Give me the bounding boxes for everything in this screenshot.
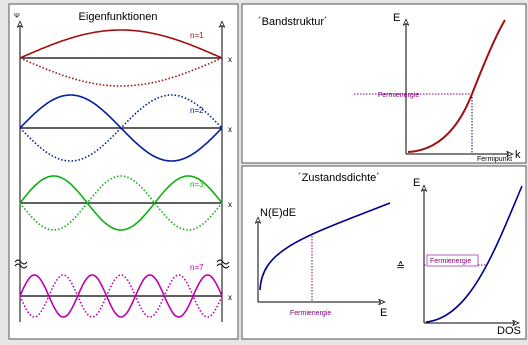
wavefunction (19, 274, 223, 318)
mode-label: n=3 (190, 180, 204, 189)
dos2-x-label: DOS (497, 325, 521, 337)
dos-title: ´Zustandsdichte´ (298, 172, 380, 184)
wavefunction (19, 175, 223, 231)
mode-label: n=1 (190, 31, 204, 40)
band-x-label: k (515, 149, 521, 161)
x-label: x (228, 55, 232, 64)
wavefunction (19, 274, 223, 318)
mode-label: n=7 (190, 263, 204, 272)
fermi-energy-label: Fermienergie (378, 92, 419, 99)
wavefunction (19, 29, 223, 59)
fermi-point-label: Fermipunkt (477, 156, 512, 163)
dos2-y-label: E (413, 177, 420, 189)
wavefunction (19, 175, 223, 231)
equiv-sign: ≙ (396, 261, 405, 273)
axis-break (216, 259, 230, 269)
wavefunction (19, 94, 223, 162)
dos-x-label: E (380, 307, 387, 319)
x-label: x (228, 200, 232, 209)
panel-dos (241, 165, 527, 340)
fermi-box (426, 254, 479, 267)
x-label: x (228, 125, 232, 134)
fermi-energy-label: Fermienergie (430, 258, 471, 265)
dos-curve (259, 202, 391, 291)
fermi-energy-label: Fermienergie (290, 310, 331, 317)
axis-break (14, 259, 28, 269)
mode-label: n=2 (190, 106, 204, 115)
psi-label: Ψ (14, 13, 20, 20)
dos2-curve (425, 185, 523, 323)
band-curve (407, 19, 506, 153)
x-label: x (228, 293, 232, 302)
wavefunction (19, 57, 223, 87)
dos-y-label: N(E)dE (260, 207, 296, 219)
band-y-label: E (393, 12, 400, 24)
panel-eigen (8, 3, 239, 340)
panel-band (241, 3, 527, 164)
band-title: ´Bandstruktur´ (258, 16, 328, 28)
eigen-title: Eigenfunktionen (79, 11, 158, 23)
